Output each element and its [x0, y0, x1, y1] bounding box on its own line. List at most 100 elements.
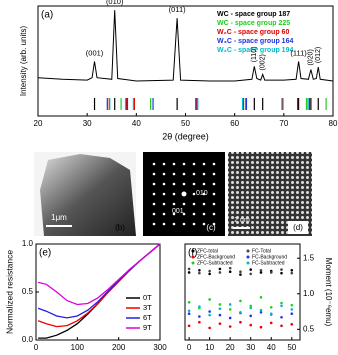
spot: [212, 192, 216, 196]
x-tick-label: 50: [181, 119, 190, 128]
legend-entry: FC-Background: [252, 254, 287, 260]
peak-label: (020): [308, 49, 315, 65]
legend-entry: ZFC-Background: [197, 254, 235, 260]
moment-point: [228, 316, 232, 320]
moment-point: [280, 304, 283, 308]
resistance-line: [37, 243, 161, 306]
y-axis-label: Intensity (arb. units): [19, 26, 28, 97]
spot: [172, 162, 176, 166]
y-tick-label: 1.0: [22, 239, 34, 248]
resistance-line: [37, 243, 161, 328]
moment-point: [228, 266, 232, 270]
spot: [192, 222, 196, 226]
peak-label: (010): [106, 0, 124, 6]
legend-entry: 3T: [143, 303, 152, 312]
spot: [202, 202, 206, 206]
panel-label: (b): [115, 223, 125, 232]
moment-point: [218, 313, 222, 317]
moment-point: [259, 296, 263, 299]
legend-swatch: [246, 249, 250, 253]
panel-d: 2 nm (d): [228, 152, 312, 236]
spot: [152, 202, 156, 206]
x-tick-label: 20: [226, 343, 235, 352]
moment-point: [239, 320, 242, 324]
moment-point: [249, 304, 253, 308]
panel-label: (d): [293, 223, 303, 232]
legend-entry: ZFC-total: [197, 248, 218, 254]
panel-label: (c): [206, 223, 216, 232]
panel-b: 1μm (b): [34, 152, 136, 236]
resistance-line: [37, 243, 161, 319]
x-tick-label: 10: [205, 343, 214, 352]
spot-label: 010: [196, 190, 208, 197]
x-tick-label: 100: [71, 343, 85, 352]
y-tick-label: 1.0: [303, 289, 315, 298]
moment-point: [228, 308, 232, 311]
spot: [212, 202, 216, 206]
moment-point: [208, 298, 211, 301]
x-tick-label: 200: [112, 343, 126, 352]
spot: [162, 222, 166, 226]
x-tick-label: 40: [267, 343, 276, 352]
spot: [182, 222, 186, 226]
spot: [192, 212, 196, 216]
moment-point: [239, 273, 242, 276]
x-axis-label: 2θ (degree): [162, 131, 209, 141]
spot: [182, 182, 186, 186]
label-box: [288, 221, 308, 234]
moment-point: [208, 326, 211, 330]
x-tick-label: 0: [34, 343, 39, 352]
moment-point: [208, 310, 211, 313]
moment-point: [249, 272, 253, 276]
peak-label: (002): [260, 54, 267, 70]
moment-point: [249, 323, 253, 327]
panel-label: (e): [39, 248, 51, 259]
moment-point: [187, 271, 191, 274]
y-tick-label: 0.5: [303, 324, 315, 333]
spot: [202, 162, 206, 166]
moment-point: [259, 271, 263, 274]
y-tick-label: 1.5: [303, 253, 315, 262]
moment-point: [290, 308, 294, 311]
moment-point: [228, 270, 232, 274]
moment-point: [208, 269, 211, 273]
x-tick-label: 70: [279, 119, 288, 128]
legend-swatch: [191, 261, 195, 265]
legend-entry: W₃C - space group 194: [217, 47, 293, 54]
moment-point: [198, 315, 201, 318]
spot: [192, 192, 196, 196]
spot: [202, 182, 206, 186]
moment-point: [259, 308, 263, 312]
moment-point: [290, 303, 294, 307]
x-tick-label: 40: [132, 119, 141, 128]
legend-entry: ZFC-Subtracted: [197, 260, 233, 266]
moment-point: [280, 271, 283, 275]
moment-point: [239, 310, 242, 314]
x-tick-label: 20: [34, 119, 43, 128]
spot: [182, 212, 186, 216]
moment-point: [198, 269, 201, 272]
spot: [162, 182, 166, 186]
moment-point: [239, 299, 242, 303]
spot: [172, 192, 176, 196]
x-tick-label: 50: [287, 343, 296, 352]
peak-label: (111): [290, 48, 307, 57]
moment-point: [249, 314, 253, 318]
y-tick-label: 0.0: [22, 335, 34, 344]
spot: [212, 162, 216, 166]
legend-entry: WC - space group 187: [217, 11, 290, 18]
spot: [152, 162, 156, 166]
legend-entry: W₃C - space group 164: [217, 38, 293, 45]
spot: [182, 172, 186, 176]
spot: [182, 162, 186, 166]
moment-point: [290, 312, 294, 315]
spot: [172, 212, 176, 216]
spot: [152, 182, 156, 186]
spot: [181, 191, 187, 197]
panel-c: 010 001 (c): [143, 152, 225, 236]
y-tick-label: 0.5: [22, 287, 34, 296]
moment-point: [290, 271, 294, 275]
peak-label: (012): [315, 47, 322, 63]
x-tick-label: 60: [230, 119, 239, 128]
